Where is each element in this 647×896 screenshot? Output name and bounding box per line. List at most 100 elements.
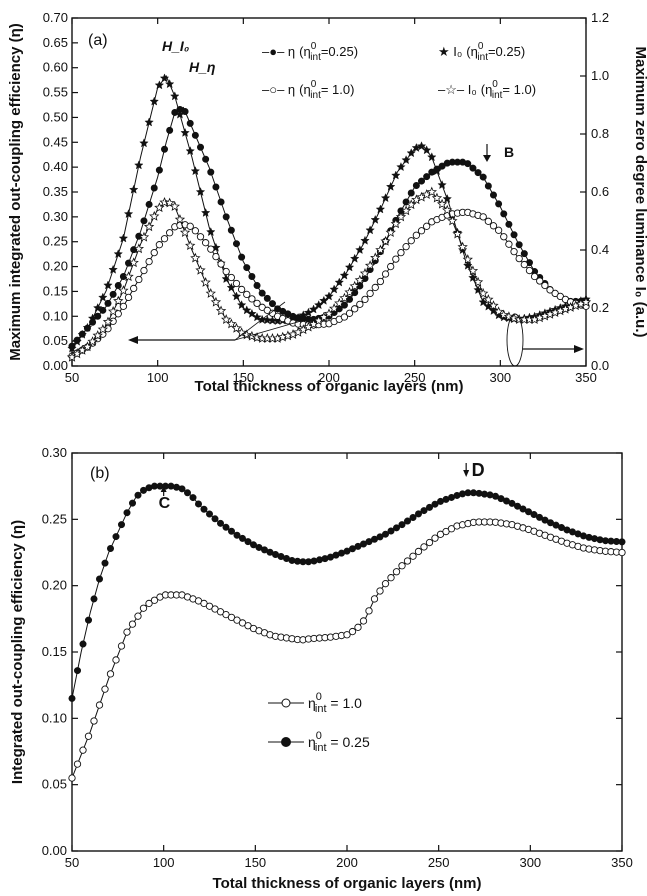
series-0-2-point xyxy=(387,262,395,271)
series-0-1-point xyxy=(416,141,427,151)
y-tick-label: 0.30 xyxy=(42,445,67,460)
series-0-0-point xyxy=(114,281,122,289)
series-0-3-point xyxy=(97,324,109,334)
series-1-1-point xyxy=(244,538,252,546)
series-0-2-point xyxy=(520,260,528,269)
y-tick-label: 0.65 xyxy=(43,35,68,50)
legend-tail: = 0.25 xyxy=(327,734,370,750)
plot-frame xyxy=(71,452,623,852)
series-0-0-point xyxy=(474,169,482,177)
series-0-1-point xyxy=(190,166,201,176)
series-0-1-point xyxy=(432,166,442,176)
series-0-2-point xyxy=(207,245,215,253)
series-1-1-point xyxy=(541,516,549,524)
annotation-h-eta: H_η xyxy=(189,59,215,75)
y-tick-label: 0.25 xyxy=(42,511,67,526)
x-tick-label: 200 xyxy=(318,370,340,385)
series-0-1-point xyxy=(200,207,211,217)
series-0-3-point xyxy=(375,244,386,255)
x-tick-label: 250 xyxy=(404,370,426,385)
series-0-0-point xyxy=(171,108,179,116)
legend-symbol: –☆– I₀ xyxy=(438,82,477,97)
right-ellipse xyxy=(506,313,524,367)
series-0-1-point xyxy=(134,160,144,170)
series-0-3-point xyxy=(447,215,458,226)
y-tick-label: 0.00 xyxy=(43,358,68,373)
legend-eta: η xyxy=(308,734,316,750)
series-0-3-point xyxy=(400,205,412,216)
series-1-1-point xyxy=(129,499,137,507)
series-0-1-point xyxy=(185,146,195,156)
series-0-3-point xyxy=(226,318,237,329)
series-0-3-point xyxy=(118,285,129,296)
x-tick-label: 50 xyxy=(65,855,79,870)
series-0-2-point xyxy=(479,213,487,221)
y2-tick-label: 1.0 xyxy=(591,68,609,83)
y-tick-label: 0.20 xyxy=(42,578,67,593)
series-0-3-point xyxy=(488,300,499,311)
y-tick-label: 0.05 xyxy=(42,777,67,792)
series-0-2-point xyxy=(423,222,431,230)
x-tick-label: 350 xyxy=(611,855,633,870)
series-1-0-point xyxy=(101,685,109,693)
series-0-0-point xyxy=(104,299,112,307)
series-0-0-point xyxy=(232,240,240,248)
series-0-0-point xyxy=(423,173,431,181)
series-0-1-point xyxy=(344,262,355,272)
series-1-0-point xyxy=(68,774,76,782)
y2-tick-label: 0.0 xyxy=(591,358,609,373)
series-0-1-point xyxy=(242,305,252,315)
series-0-2-point xyxy=(237,285,246,294)
y-tick-label: 0.60 xyxy=(43,60,68,75)
series-0-0-point xyxy=(191,131,199,139)
series-0-0-point xyxy=(140,217,148,225)
y-tick-label: 0.35 xyxy=(43,184,68,199)
annotation-b-arrowhead xyxy=(483,155,491,162)
y-tick-label: 0.30 xyxy=(43,209,68,224)
series-0-2-point xyxy=(525,266,534,275)
y2-tick-label: 1.2 xyxy=(591,10,609,25)
series-0-0-point xyxy=(253,281,261,289)
series-1-1-point xyxy=(112,533,120,541)
series-0-3-point xyxy=(380,235,391,246)
series-0-1-point xyxy=(334,277,344,287)
series-0-1-point xyxy=(231,291,242,301)
series-1-1-point xyxy=(118,521,126,529)
series-1-0-point xyxy=(365,607,373,615)
series-0-3-point xyxy=(92,330,103,340)
series-0-0-point xyxy=(150,184,158,192)
legend-sup: 0 xyxy=(478,41,484,52)
x-axis-title: Total thickness of organic layers (nm) xyxy=(213,875,482,892)
series-0-1-point xyxy=(350,253,360,263)
x-tick-label: 150 xyxy=(232,370,254,385)
series-0-3-point xyxy=(128,257,139,268)
x-tick-label: 100 xyxy=(153,855,175,870)
series-0-1-point xyxy=(103,280,113,290)
series-0-3-point xyxy=(426,186,437,197)
series-0-2-point xyxy=(407,237,415,245)
series-1-0-point xyxy=(354,623,362,631)
series-0-1-point xyxy=(164,79,175,89)
series-1-1-point xyxy=(68,694,76,702)
series-0-3-point xyxy=(215,305,227,316)
series-0-1-point xyxy=(170,91,180,101)
series-1-0-point xyxy=(425,538,434,547)
annotation-b: B xyxy=(504,144,514,160)
series-1-0-point xyxy=(403,557,412,565)
series-0-1-point xyxy=(118,233,129,243)
series-0-3-point xyxy=(452,228,463,239)
series-0-2-point xyxy=(124,293,133,302)
series-0-1-point xyxy=(144,117,154,127)
legend-paren: (η xyxy=(299,82,311,97)
legend-entry: η0 int = 0.25 xyxy=(308,730,370,754)
series-0-3-point xyxy=(364,260,376,271)
series-0-2-point xyxy=(155,241,164,249)
series-0-1-point xyxy=(139,138,149,148)
series-0-2-point xyxy=(201,239,210,247)
series-0-3-point xyxy=(87,336,98,347)
series-1-0-point xyxy=(414,547,423,556)
series-0-2-point xyxy=(366,289,374,298)
series-0-3-point xyxy=(462,254,473,264)
series-0-2-point xyxy=(186,222,194,230)
x-tick-label: 100 xyxy=(147,370,169,385)
